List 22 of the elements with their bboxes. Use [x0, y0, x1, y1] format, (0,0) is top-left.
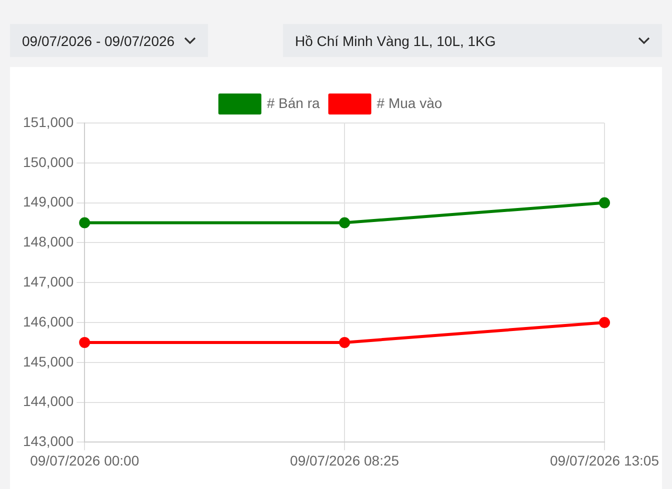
legend-label: # Bán ra	[266, 94, 320, 111]
point	[79, 336, 90, 348]
text: Hồ Chí Minh Vàng 1L, 10L, 1KG	[295, 32, 496, 48]
y-tick-label: 151,000	[22, 114, 74, 130]
y-tick-label: 148,000	[22, 234, 74, 250]
y-tick-label: 143,000	[22, 433, 74, 450]
point	[599, 317, 610, 328]
text: 09/07/2026 - 09/07/2026	[22, 32, 175, 48]
y-tick-label: 145,000	[22, 353, 74, 370]
point	[599, 197, 610, 208]
x-tick-label: 09/07/2026 13:05	[550, 452, 660, 468]
y-tick-label: 146,000	[22, 313, 74, 330]
y-tick-label: 149,000	[22, 194, 74, 210]
legend-label: # Mua vào	[376, 94, 442, 111]
y-tick-label: 150,000	[22, 154, 74, 170]
point	[79, 217, 90, 228]
point	[339, 336, 350, 348]
x-tick-label: 09/07/2026 08:25	[290, 452, 400, 468]
y-tick-label: 144,000	[22, 393, 74, 410]
y-tick-label: 147,000	[22, 273, 74, 290]
point	[339, 217, 350, 228]
x-tick-label: 09/07/2026 00:00	[30, 452, 140, 468]
